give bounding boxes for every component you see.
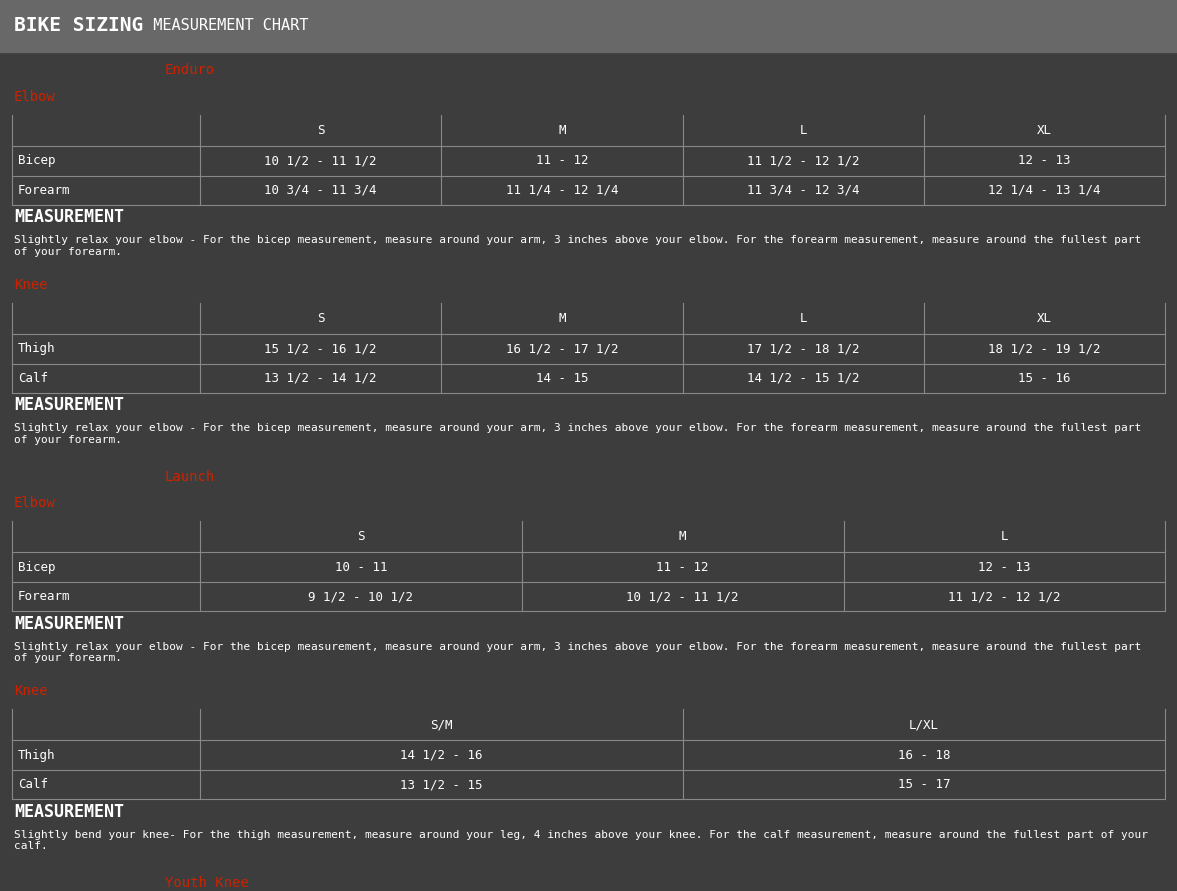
Text: 17 1/2 - 18 1/2: 17 1/2 - 18 1/2 — [747, 342, 859, 356]
Text: MEASUREMENT: MEASUREMENT — [14, 615, 124, 633]
Text: MEASUREMENT CHART: MEASUREMENT CHART — [135, 19, 308, 33]
Text: Elbow: Elbow — [14, 90, 56, 104]
Text: 11 - 12: 11 - 12 — [536, 154, 588, 168]
Text: S: S — [317, 312, 325, 325]
Text: 16 1/2 - 17 1/2: 16 1/2 - 17 1/2 — [506, 342, 618, 356]
Text: 9 1/2 - 10 1/2: 9 1/2 - 10 1/2 — [308, 590, 413, 603]
Text: BIKE SIZING: BIKE SIZING — [14, 16, 144, 36]
Text: 12 1/4 - 13 1/4: 12 1/4 - 13 1/4 — [989, 184, 1100, 197]
Text: 15 - 16: 15 - 16 — [1018, 372, 1071, 385]
Text: L: L — [799, 124, 807, 137]
Text: 11 - 12: 11 - 12 — [657, 560, 709, 574]
Text: 14 - 15: 14 - 15 — [536, 372, 588, 385]
Text: Bicep: Bicep — [18, 154, 55, 168]
Text: 10 - 11: 10 - 11 — [334, 560, 387, 574]
Text: Youth Knee: Youth Knee — [165, 876, 248, 890]
Text: 13 1/2 - 15: 13 1/2 - 15 — [400, 778, 483, 791]
Text: 12 - 13: 12 - 13 — [978, 560, 1031, 574]
Text: 14 1/2 - 15 1/2: 14 1/2 - 15 1/2 — [747, 372, 859, 385]
Text: Thigh: Thigh — [18, 342, 55, 356]
Text: Enduro: Enduro — [165, 63, 215, 78]
Text: S: S — [357, 530, 365, 544]
Text: Slightly relax your elbow - For the bicep measurement, measure around your arm, : Slightly relax your elbow - For the bice… — [14, 642, 1142, 663]
Text: 16 - 18: 16 - 18 — [898, 748, 950, 762]
Text: Elbow: Elbow — [14, 496, 56, 511]
Text: 13 1/2 - 14 1/2: 13 1/2 - 14 1/2 — [265, 372, 377, 385]
Text: Calf: Calf — [18, 372, 47, 385]
Text: Slightly relax your elbow - For the bicep measurement, measure around your arm, : Slightly relax your elbow - For the bice… — [14, 423, 1142, 445]
Text: 15 - 17: 15 - 17 — [898, 778, 950, 791]
Text: Knee: Knee — [14, 684, 47, 699]
Text: MEASUREMENT: MEASUREMENT — [14, 396, 124, 414]
Text: Forearm: Forearm — [18, 590, 71, 603]
Text: S/M: S/M — [430, 718, 453, 732]
Text: Bicep: Bicep — [18, 560, 55, 574]
Text: L/XL: L/XL — [909, 718, 939, 732]
Text: L: L — [799, 312, 807, 325]
Text: Launch: Launch — [165, 470, 215, 484]
Text: Forearm: Forearm — [18, 184, 71, 197]
Text: 11 1/2 - 12 1/2: 11 1/2 - 12 1/2 — [747, 154, 859, 168]
Text: MEASUREMENT: MEASUREMENT — [14, 803, 124, 821]
Text: 11 1/2 - 12 1/2: 11 1/2 - 12 1/2 — [949, 590, 1060, 603]
Text: M: M — [679, 530, 686, 544]
Text: S: S — [317, 124, 325, 137]
Text: Knee: Knee — [14, 278, 47, 292]
Text: Thigh: Thigh — [18, 748, 55, 762]
Text: 15 1/2 - 16 1/2: 15 1/2 - 16 1/2 — [265, 342, 377, 356]
Text: Slightly relax your elbow - For the bicep measurement, measure around your arm, : Slightly relax your elbow - For the bice… — [14, 235, 1142, 257]
Text: MEASUREMENT: MEASUREMENT — [14, 208, 124, 226]
Text: 10 1/2 - 11 1/2: 10 1/2 - 11 1/2 — [265, 154, 377, 168]
Text: 11 1/4 - 12 1/4: 11 1/4 - 12 1/4 — [506, 184, 618, 197]
Text: M: M — [558, 312, 566, 325]
Text: L: L — [1000, 530, 1009, 544]
Text: Slightly bend your knee- For the thigh measurement, measure around your leg, 4 i: Slightly bend your knee- For the thigh m… — [14, 830, 1148, 851]
Text: XL: XL — [1037, 312, 1052, 325]
Text: XL: XL — [1037, 124, 1052, 137]
Text: 10 3/4 - 11 3/4: 10 3/4 - 11 3/4 — [265, 184, 377, 197]
Text: 18 1/2 - 19 1/2: 18 1/2 - 19 1/2 — [989, 342, 1100, 356]
Text: 12 - 13: 12 - 13 — [1018, 154, 1071, 168]
Text: 14 1/2 - 16: 14 1/2 - 16 — [400, 748, 483, 762]
Text: 11 3/4 - 12 3/4: 11 3/4 - 12 3/4 — [747, 184, 859, 197]
Text: 10 1/2 - 11 1/2: 10 1/2 - 11 1/2 — [626, 590, 739, 603]
Text: M: M — [558, 124, 566, 137]
Text: Calf: Calf — [18, 778, 47, 791]
